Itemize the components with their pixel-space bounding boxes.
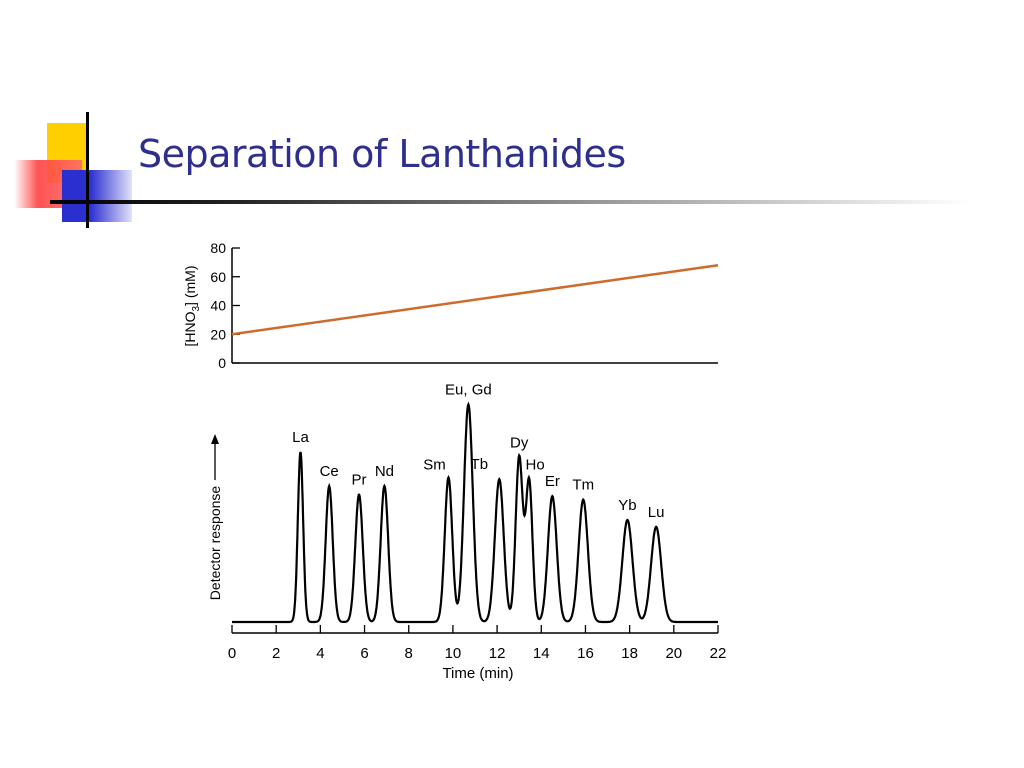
gradient-y-tick-label: 20 (210, 326, 226, 342)
gradient-y-tick-label: 0 (218, 355, 226, 371)
peak-label: Er (545, 473, 560, 490)
slide-title: Separation of Lanthanides (138, 132, 626, 176)
peak-label: Ho (526, 457, 545, 474)
chromatogram-x-tick-label: 20 (665, 645, 682, 662)
title-underline (50, 200, 970, 204)
peak-label: Ce (320, 463, 339, 480)
gradient-y-tick-label: 60 (210, 269, 226, 285)
peak-label: Sm (423, 456, 446, 473)
peak-label: Pr (352, 472, 367, 489)
chromatogram-x-tick-label: 16 (577, 645, 594, 662)
chromatogram-x-tick-label: 14 (533, 645, 550, 662)
arrow-icon (211, 434, 219, 480)
chromatogram-x-tick-label: 6 (360, 645, 368, 662)
chromatogram-x-tick-label: 10 (445, 645, 462, 662)
gradient-y-ticks: 0 20 40 60 80 (210, 240, 240, 371)
peak-label: Dy (510, 435, 529, 452)
decor-blue-square (62, 170, 132, 222)
gradient-y-tick-label: 80 (210, 240, 226, 256)
peak-label: Tm (572, 477, 594, 494)
peak-label: La (292, 429, 309, 446)
chromatogram-x-tick-label: 2 (272, 645, 280, 662)
chromatogram-chart: 0 2 4 6 8 10 12 14 16 18 20 22 La Ce Pr Nd Sm Eu, Gd Tb Dy… (207, 381, 726, 682)
gradient-y-label-main: [HNO (182, 311, 198, 346)
chromatogram-x-tick-label: 18 (621, 645, 638, 662)
chromatogram-x-tick-label: 0 (228, 645, 236, 662)
gradient-y-label: [HNO3] (mM) (182, 266, 202, 347)
peak-label: Yb (618, 497, 636, 514)
peak-label: Nd (375, 463, 394, 480)
peak-label: Eu, Gd (445, 381, 492, 398)
chromatogram-x-ticks: 0 2 4 6 8 10 12 14 16 18 20 22 (228, 625, 727, 662)
gradient-y-label-tail: ] (mM) (182, 266, 198, 306)
chromatogram-x-tick-label: 4 (316, 645, 324, 662)
chromatogram-y-label: Detector response (207, 486, 223, 601)
peak-label: Tb (471, 456, 489, 473)
gradient-y-label-sub: 3 (191, 306, 202, 312)
chromatogram-x-tick-label: 22 (710, 645, 727, 662)
peak-label: Lu (648, 504, 665, 521)
decor-vertical-line (86, 112, 89, 228)
gradient-line (231, 264, 719, 336)
gradient-chart: 0 20 40 60 80 [HNO3] (mM) (182, 240, 719, 371)
chromatogram-trace (232, 401, 718, 624)
chromatogram-x-tick-label: 8 (405, 645, 413, 662)
chromatogram-x-tick-label: 12 (489, 645, 506, 662)
chromatogram-x-label: Time (min) (442, 665, 513, 682)
gradient-y-tick-label: 40 (210, 298, 226, 314)
